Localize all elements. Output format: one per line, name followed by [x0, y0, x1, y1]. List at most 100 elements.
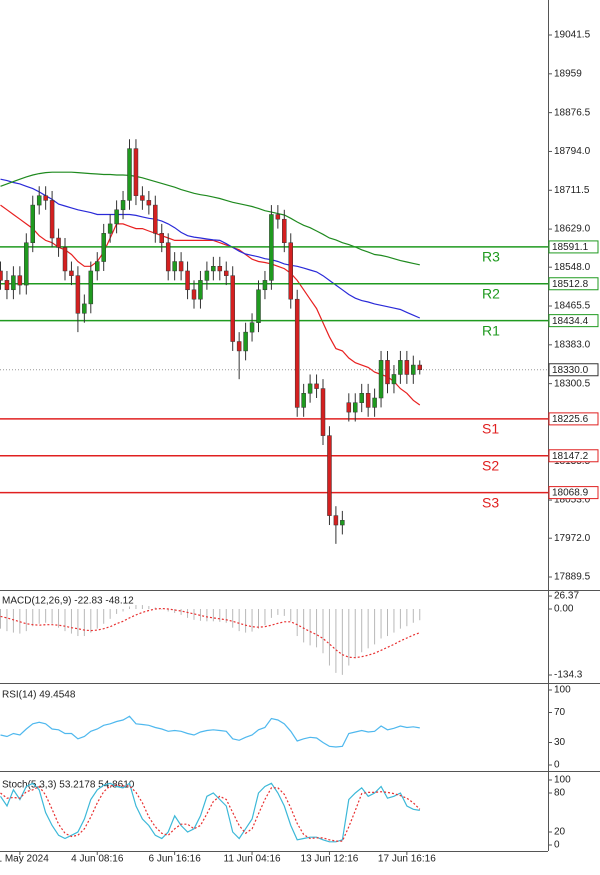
- candle-body: [62, 247, 68, 272]
- y-tick-label: 18383.0: [554, 339, 591, 350]
- macd-bar: [419, 609, 421, 621]
- candle-body: [243, 331, 248, 352]
- macd-bar: [6, 609, 8, 632]
- y-tick-label: 0.00: [554, 604, 574, 615]
- macd-bar: [58, 609, 60, 628]
- candle-body: [236, 341, 242, 352]
- macd-bar: [367, 609, 369, 649]
- candle-body: [24, 242, 29, 286]
- macd-bar: [116, 609, 118, 614]
- macd-bar: [206, 609, 208, 622]
- macd-bar: [199, 609, 201, 621]
- candle-body: [204, 270, 210, 281]
- macd-bar: [354, 609, 356, 659]
- candle-body: [120, 200, 126, 211]
- macd-bar: [380, 609, 382, 639]
- macd-bar: [12, 609, 14, 633]
- level-value-box: [548, 240, 599, 254]
- macd-bar: [270, 609, 272, 618]
- level-value-label: 18068.9: [552, 488, 589, 499]
- candle-body: [314, 383, 319, 389]
- candle-body: [172, 261, 177, 272]
- macd-bar: [174, 609, 176, 613]
- candle-body: [262, 280, 268, 291]
- indicator-line: [0, 607, 421, 659]
- macd-bar: [167, 609, 169, 612]
- candle-body: [4, 280, 10, 291]
- candle-body: [294, 298, 300, 408]
- macd-bar: [238, 609, 240, 632]
- macd-bar: [290, 609, 292, 622]
- indicator-line: [0, 171, 420, 266]
- candle-body: [340, 520, 345, 526]
- candle-body: [140, 195, 145, 201]
- y-tick-label: 18794.0: [554, 146, 591, 157]
- candle-body: [327, 435, 332, 516]
- macd-bar: [180, 609, 182, 615]
- macd-bar: [283, 609, 285, 616]
- candle-body: [269, 214, 274, 281]
- macd-bar: [64, 609, 66, 632]
- macd-bar: [0, 609, 1, 629]
- macd-bar: [399, 609, 401, 629]
- candle-body: [82, 303, 87, 314]
- candle-body: [320, 388, 326, 436]
- candle-body: [249, 322, 255, 333]
- candle-body: [0, 270, 3, 281]
- candle-body: [411, 364, 416, 375]
- y-tick-label: 17972.0: [554, 533, 591, 544]
- x-tick-label: 11 Jun 04:16: [224, 854, 282, 865]
- macd-bar: [148, 606, 150, 610]
- macd-bar: [251, 609, 253, 632]
- candle-body: [391, 374, 397, 385]
- panel-title: Stoch(5,3,3) 53.2178 54.8610: [2, 780, 135, 791]
- last-price-label: 18330.0: [552, 365, 589, 376]
- candle-body: [230, 275, 235, 342]
- candle-body: [211, 266, 216, 272]
- candle-body: [146, 200, 152, 206]
- candle-body: [256, 289, 261, 323]
- macd-bar: [219, 609, 221, 622]
- candle-body: [153, 204, 158, 234]
- candle-body: [95, 261, 100, 272]
- level-name: S3: [482, 494, 499, 510]
- candle-body: [404, 360, 410, 375]
- macd-bar: [187, 609, 189, 618]
- macd-bar: [393, 609, 395, 633]
- candle-body: [127, 148, 132, 201]
- candle-body: [275, 214, 281, 220]
- candle-body: [159, 233, 164, 243]
- macd-bar: [309, 609, 311, 646]
- macd-bar: [387, 609, 388, 637]
- x-tick-label: 31 May 2024: [0, 854, 49, 865]
- macd-bar: [225, 609, 227, 623]
- indicator-line: [0, 784, 421, 842]
- last-price-box: [548, 363, 599, 377]
- candle-body: [417, 364, 422, 371]
- candle-body: [56, 237, 61, 248]
- y-tick-label: 100: [554, 775, 571, 786]
- level-value-box: [548, 449, 599, 463]
- macd-bar: [103, 609, 105, 624]
- macd-bar: [322, 609, 324, 654]
- macd-bar: [361, 609, 363, 653]
- y-tick-label: 26.37: [554, 591, 579, 602]
- candle-body: [365, 393, 371, 408]
- level-name: S1: [482, 421, 499, 437]
- candle-body: [224, 270, 229, 276]
- x-tick-label: 17 Jun 16:16: [378, 854, 436, 865]
- candle-body: [88, 270, 94, 305]
- x-tick-label: 4 Jun 08:16: [71, 854, 124, 865]
- level-value-label: 18434.4: [552, 316, 589, 327]
- level-value-label: 18147.2: [552, 451, 589, 462]
- x-tick-label: 13 Jun 12:16: [301, 854, 359, 865]
- indicator-line: [0, 178, 421, 319]
- y-tick-label: 0: [554, 760, 560, 771]
- candle-body: [307, 383, 313, 394]
- candle-body: [185, 270, 190, 291]
- macd-bar: [335, 609, 337, 673]
- candle-body: [398, 360, 403, 375]
